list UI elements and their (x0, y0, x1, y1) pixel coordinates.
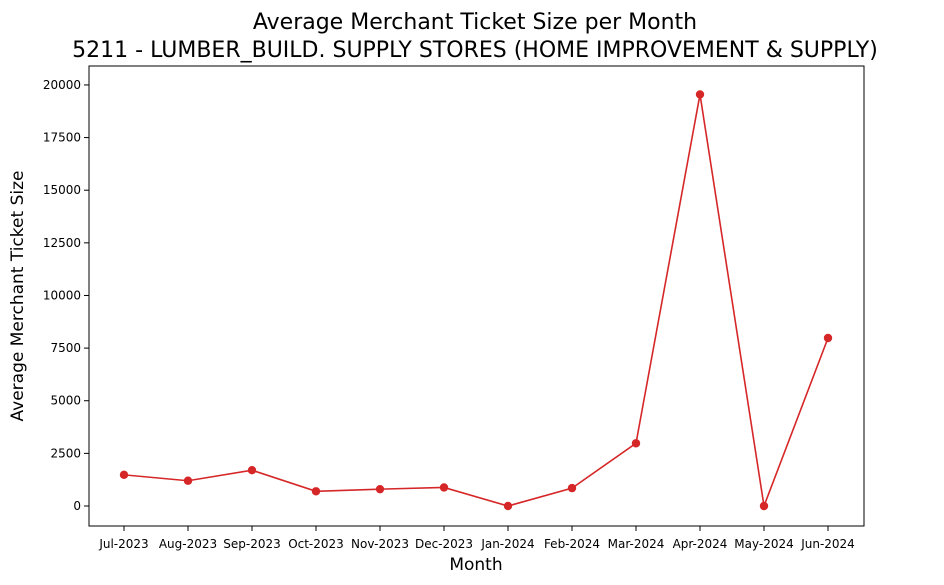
y-axis-label: Average Merchant Ticket Size (8, 171, 28, 422)
x-axis-label: Month (449, 555, 502, 575)
x-tick-label: Feb-2024 (544, 537, 600, 551)
x-tick-label: Jan-2024 (480, 537, 534, 551)
data-point (183, 476, 193, 485)
data-point (631, 439, 641, 448)
data-point (439, 483, 449, 492)
chart-title: Average Merchant Ticket Size per Month (253, 10, 697, 35)
y-tick-label: 20000 (43, 78, 81, 92)
y-tick-label: 10000 (43, 288, 81, 302)
data-point (503, 501, 513, 511)
plot-area (88, 65, 865, 527)
x-tick-label: Aug-2023 (159, 537, 217, 551)
x-tick-label: Mar-2024 (608, 537, 665, 551)
y-tick-label: 17500 (43, 131, 81, 145)
x-tick-label: Jul-2023 (98, 537, 148, 551)
x-tick-label: Jun-2024 (800, 537, 855, 551)
y-axis: 0 2500 5000 7500 10000 12500 15000 17500 20000 (43, 78, 89, 513)
y-tick-label: 0 (73, 499, 81, 513)
x-tick-label: Apr-2024 (673, 537, 728, 551)
data-point (311, 487, 321, 496)
data-point (759, 501, 769, 511)
data-point (567, 483, 577, 493)
y-tick-label: 2500 (50, 446, 81, 460)
x-tick-label: May-2024 (734, 537, 793, 551)
x-tick-label: Oct-2023 (288, 537, 344, 551)
y-tick-label: 15000 (43, 183, 81, 197)
data-point (247, 466, 257, 475)
y-tick-label: 7500 (50, 341, 81, 355)
series-line (123, 94, 829, 510)
x-tick-label: Sep-2023 (223, 537, 281, 551)
data-point (695, 90, 705, 99)
data-point (375, 484, 385, 494)
data-point (823, 333, 833, 343)
data-point (119, 470, 129, 480)
y-tick-label: 12500 (43, 236, 81, 250)
x-tick-label: Dec-2023 (415, 537, 473, 551)
x-axis: Jul-2023 Aug-2023 Sep-2023 Oct-2023 Nov-2023… (98, 526, 855, 551)
chart-subtitle: 5211 - LUMBER_BUILD. SUPPLY STORES (HOME… (72, 38, 878, 63)
y-tick-label: 5000 (50, 394, 81, 408)
x-tick-label: Nov-2023 (351, 537, 409, 551)
series-layer (119, 90, 833, 511)
